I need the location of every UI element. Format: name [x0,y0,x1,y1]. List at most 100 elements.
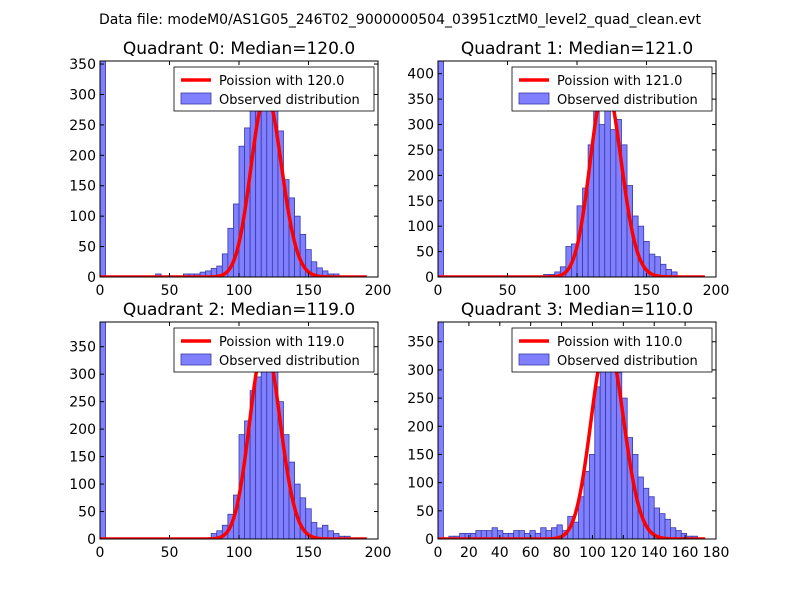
x-tick-label: 50 [161,283,179,299]
y-tick-label: 100 [407,476,434,492]
x-tick-label: 20 [460,545,478,561]
x-tick-label: 150 [295,283,322,299]
histogram-bar [438,322,444,539]
quadrant-0-panel: Quadrant 0: Median=120.0 0 50 100 150 200 0 50… [69,39,391,299]
legend-bar-swatch [518,353,550,366]
y-tick-label: 0 [87,270,96,286]
legend-label-observed: Observed distribution [219,93,360,108]
histogram-bar [598,124,606,277]
quadrant-3-title: Quadrant 3: Median=110.0 [461,300,693,320]
legend-label-observed: Observed distribution [557,354,698,369]
histogram-bar [260,351,268,539]
histogram-bar [260,100,268,277]
quadrant-2-title: Quadrant 2: Median=119.0 [123,300,355,320]
quadrant-2-panel: Quadrant 2: Median=119.0 0 50 100 150 200 0 50… [69,300,391,561]
y-tick-label: 0 [87,532,96,548]
legend-label-poisson: Poission with 119.0 [219,335,344,350]
y-tick-label: 0 [425,270,434,286]
histogram-bar [588,454,596,539]
x-tick-label: 200 [703,283,730,299]
y-tick-label: 50 [78,240,96,256]
legend-label-observed: Observed distribution [219,354,360,369]
histogram-bar [599,369,606,539]
histogram-bar [321,524,329,539]
y-tick-label: 300 [69,367,96,383]
histogram-bar [249,94,257,277]
y-tick-label: 200 [407,168,434,184]
histogram-bar [610,369,617,539]
y-tick-label: 200 [69,422,96,438]
x-tick-label: 40 [491,545,509,561]
y-tick-label: 150 [407,194,434,210]
plot-area [438,322,706,539]
x-tick-label: 50 [161,545,179,561]
y-tick-label: 200 [407,419,434,435]
y-tick-label: 50 [416,245,434,261]
legend: Poission with 110.0 Observed distribution [511,327,713,373]
y-tick-label: 50 [416,504,434,520]
y-tick-label: 350 [69,57,96,73]
quadrant-1-panel: Quadrant 1: Median=121.0 0 50 100 150 200 0 50… [407,39,729,299]
y-tick-label: 150 [407,447,434,463]
y-tick-label: 250 [407,391,434,407]
quadrant-1-title: Quadrant 1: Median=121.0 [461,39,693,59]
histogram-bar [659,513,666,539]
legend: Poission with 121.0 Observed distribution [511,66,713,112]
legend-label-poisson: Poission with 110.0 [557,335,682,350]
histogram-bar [266,106,273,277]
legend-label-poisson: Poission with 121.0 [557,74,682,89]
legend-label-observed: Observed distribution [557,93,698,108]
histogram-bar [438,61,444,277]
x-tick-label: 100 [564,283,591,299]
histogram-bar [583,470,590,539]
x-tick-label: 0 [96,283,105,299]
y-tick-label: 300 [407,363,434,379]
y-tick-label: 300 [407,118,434,134]
histogram-bar [100,322,106,539]
histogram-bar [609,129,617,277]
x-tick-label: 180 [703,545,730,561]
x-tick-label: 200 [365,545,392,561]
x-tick-label: 60 [522,545,540,561]
histogram-bar [604,108,611,277]
x-tick-label: 100 [579,545,606,561]
x-tick-label: 150 [295,545,322,561]
x-tick-label: 200 [365,283,392,299]
legend-bar-swatch [180,353,212,366]
histogram-bar [594,386,601,539]
x-tick-label: 150 [633,283,660,299]
y-tick-label: 100 [69,209,96,225]
axes-frame [437,321,717,540]
x-tick-label: 0 [434,545,443,561]
histogram-bar [255,376,262,539]
x-tick-label: 140 [641,545,668,561]
histogram-bar [266,343,273,539]
x-tick-label: 120 [610,545,637,561]
x-tick-label: 80 [553,545,571,561]
x-tick-label: 0 [434,283,443,299]
legend-bar-swatch [518,92,550,105]
legend: Poission with 120.0 Observed distribution [173,66,375,112]
y-tick-label: 200 [69,148,96,164]
legend-label-poisson: Poission with 120.0 [219,74,344,89]
histogram-bar [100,61,106,277]
y-tick-label: 50 [78,505,96,521]
y-tick-label: 100 [407,219,434,235]
y-tick-label: 100 [69,477,96,493]
histogram-bar [664,518,671,539]
x-tick-label: 0 [96,545,105,561]
y-tick-label: 150 [69,179,96,195]
y-tick-label: 350 [407,92,434,108]
legend-bar-swatch [180,92,212,105]
y-tick-label: 250 [69,118,96,134]
poisson-curve [438,339,706,539]
x-tick-label: 160 [672,545,699,561]
y-tick-label: 0 [425,532,434,548]
histogram-bar [572,521,579,539]
y-tick-label: 350 [407,335,434,351]
poisson-curve [438,82,706,277]
y-tick-label: 250 [407,143,434,159]
y-tick-label: 150 [69,450,96,466]
y-tick-label: 300 [69,87,96,103]
